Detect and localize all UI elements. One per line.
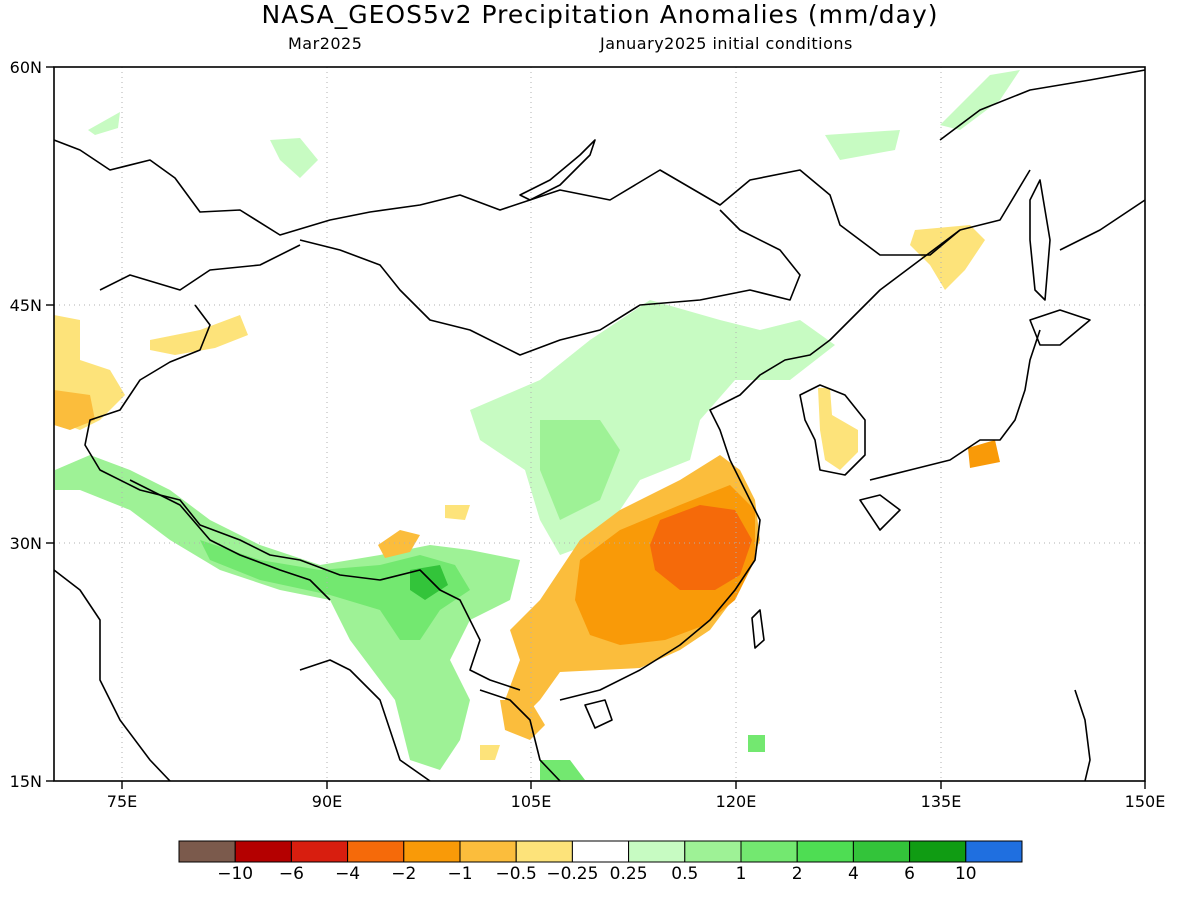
hokkaido [1029, 309, 1091, 346]
wet-anomaly-tibet [55, 455, 520, 770]
legend-swatch [852, 840, 911, 863]
lat-label-45n: 45N [10, 296, 42, 315]
korea-peninsula [799, 384, 866, 476]
dry-anomaly-west-core [54, 390, 95, 430]
sakhalin [1029, 179, 1051, 301]
dry-anomaly-japan [968, 440, 1000, 468]
indochina-coast [479, 689, 561, 781]
legend-label: 10 [954, 864, 977, 884]
japan-south [859, 494, 901, 531]
legend-label: 6 [904, 864, 916, 884]
dry-anomaly-indochina [500, 700, 545, 740]
legend-label: 4 [847, 864, 859, 884]
hainan-island [584, 699, 613, 729]
legend-swatch [965, 840, 1023, 863]
plot-frame [53, 66, 1146, 782]
legend-swatch [403, 840, 461, 863]
india-coast [54, 569, 171, 781]
coastlines-and-borders [54, 69, 1145, 781]
lon-label-75e: 75E [107, 792, 137, 811]
legend-swatch [740, 840, 798, 863]
legend-swatch [178, 840, 236, 863]
legend-swatch [290, 840, 349, 863]
legend-label: −6 [278, 864, 304, 884]
legend-swatch [347, 840, 405, 863]
lat-label-15n: 15N [10, 772, 42, 791]
china-west-border [84, 304, 521, 691]
map-title: NASA_GEOS5v2 Precipitation Anomalies (mm… [261, 0, 939, 29]
dry-anomaly-kazakh [150, 315, 248, 355]
wet-anomaly-south [540, 760, 585, 780]
legend-label: −0.25 [546, 864, 599, 884]
legend-swatch [234, 840, 292, 863]
legend-label: 0.25 [609, 864, 648, 884]
mongolia-border [299, 209, 801, 356]
philippines [1074, 689, 1091, 781]
legend-label: −4 [335, 864, 361, 884]
legend-label: −1 [447, 864, 473, 884]
wet-anomaly-taiwan [748, 735, 765, 752]
wet-anomaly-central-china-2 [540, 420, 620, 520]
dry-anomaly-small-1 [445, 505, 470, 520]
legend-swatch [459, 840, 517, 863]
legend-label: 1 [735, 864, 747, 884]
lat-label-30n: 30N [10, 534, 42, 553]
legend-label: 2 [791, 864, 803, 884]
lon-label-105e: 105E [511, 792, 552, 811]
lon-label-150e: 150E [1125, 792, 1166, 811]
legend-swatch [571, 840, 630, 863]
color-legend [178, 840, 1023, 863]
russia-border [54, 139, 1031, 256]
dry-anomaly-small-2 [480, 745, 500, 760]
legend-swatch [684, 840, 742, 863]
wet-anomaly-max [410, 565, 448, 600]
subtitle-initial-conditions: January2025 initial conditions [600, 34, 853, 53]
legend-label: 0.5 [671, 864, 699, 884]
okhotsk-coast [939, 69, 1145, 141]
lake-baikal [519, 139, 596, 201]
anomaly-field [54, 70, 1020, 780]
wet-anomaly-northeast [825, 130, 900, 160]
tick-marks [46, 66, 1146, 789]
lon-label-120e: 120E [716, 792, 757, 811]
lat-label-60n: 60N [10, 58, 42, 77]
precipitation-map: 60N 45N 30N 15N 75E 90E 105E 120E 135E 1… [10, 58, 1166, 811]
wet-anomaly-northwest [88, 112, 120, 135]
taiwan-island [751, 609, 765, 649]
dry-anomaly-manchuria [910, 225, 985, 290]
lon-label-90e: 90E [312, 792, 342, 811]
himalaya-border [129, 479, 331, 601]
dry-anomaly-sichuan [378, 530, 420, 558]
kazakhstan-border [99, 244, 301, 291]
legend-swatch [628, 840, 686, 863]
dry-anomaly-south-china-core [650, 505, 752, 590]
lon-label-135e: 135E [921, 792, 962, 811]
kamchatka-coast [1059, 199, 1145, 251]
wet-anomaly-far-north [940, 70, 1020, 130]
bay-of-bengal [299, 659, 431, 781]
legend-swatch [909, 840, 967, 863]
dry-anomaly-korea [818, 388, 858, 470]
china-east-coast [559, 229, 961, 701]
legend-label: −2 [391, 864, 417, 884]
legend-label: −10 [217, 864, 254, 884]
legend-swatch [796, 840, 854, 863]
subtitle-month: Mar2025 [288, 34, 363, 53]
graticule [54, 67, 1145, 781]
wet-anomaly-mongolia [270, 138, 318, 178]
japan-honshu [869, 329, 1041, 481]
legend-label: −0.5 [495, 864, 537, 884]
legend-swatch [515, 840, 573, 863]
